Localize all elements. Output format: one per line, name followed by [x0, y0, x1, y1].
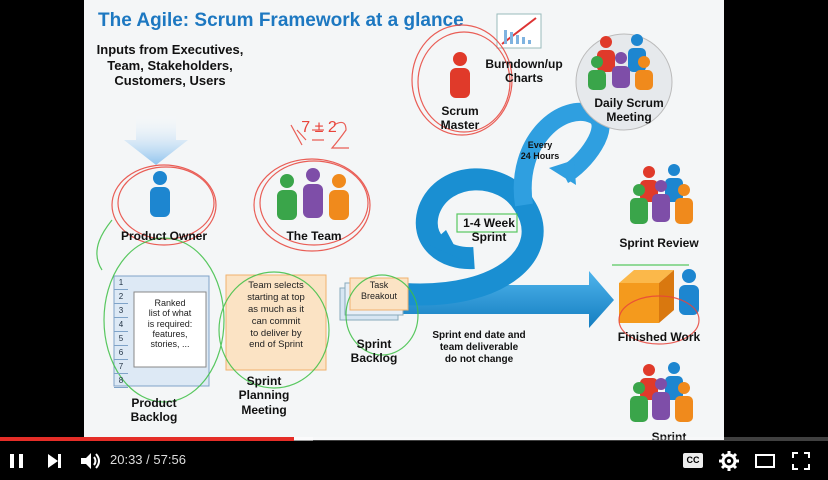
inputs-text: Inputs from Executives, Team, Stakeholder… [96, 42, 244, 89]
inputs-arrow [124, 112, 188, 165]
time-display: 20:33 / 57:56 [110, 452, 186, 467]
duration: 57:56 [153, 452, 186, 467]
played-bar [0, 437, 294, 441]
settings-button[interactable] [715, 447, 743, 475]
burndown-label: Burndown/up Charts [485, 57, 563, 86]
finished-work-label: Finished Work [617, 330, 701, 344]
ranked-list-text: Ranked list of what is required: features, s… [147, 298, 193, 350]
daily-scrum-label: Daily Scrum Meeting [594, 96, 664, 125]
time-separator: / [142, 452, 154, 467]
fullscreen-icon [792, 452, 810, 470]
task-breakout-text: Task Breakout [360, 280, 398, 301]
team-selects-text: Team selects starting at top as much as it… [247, 280, 305, 351]
burndown-chart-icon [496, 13, 542, 49]
sprint-planning-label: Sprint Planning Meeting [238, 374, 290, 417]
the-team-label: The Team [286, 229, 342, 243]
product-owner-label: Product Owner [120, 229, 207, 243]
sprint-review-label: Sprint Review [619, 236, 699, 250]
captions-button[interactable]: CC [683, 453, 703, 468]
team-size-annotation: 7 ± 2 [301, 119, 337, 136]
sprint-retro-label: SprintRetrospective [651, 430, 687, 440]
volume-icon [81, 453, 100, 469]
scrum-master-icon [450, 52, 470, 98]
red-annotations [111, 24, 700, 345]
sprint-planning-box [225, 274, 327, 371]
backlog-numbers: 1 2 3 4 5 6 7 8 [114, 276, 132, 388]
scrum-diagram [96, 13, 700, 422]
scrum-master-label: Scrum Master [440, 104, 480, 133]
finished-work-icon [619, 269, 699, 323]
pause-icon [10, 454, 23, 468]
pause-button[interactable] [3, 447, 31, 475]
theater-icon [755, 454, 775, 468]
every-24-hours-label: Every 24 Hours [520, 140, 560, 161]
video-frame: The Agile: Scrum Framework at a glance I… [84, 0, 724, 440]
volume-button[interactable] [76, 447, 104, 475]
fullscreen-button[interactable] [787, 447, 815, 475]
ranked-list-card [133, 291, 207, 368]
sprint-review-icon [630, 164, 693, 224]
daily-scrum-icon [575, 33, 673, 131]
theater-mode-button[interactable] [751, 447, 779, 475]
green-annotations [96, 213, 689, 403]
sprint-end-label: Sprint end date and team deliverable do no… [432, 330, 526, 365]
gear-icon [719, 451, 739, 471]
product-backlog-label: Product Backlog [130, 396, 178, 425]
sprint-swirl [403, 168, 544, 306]
team-icon [277, 168, 349, 220]
next-icon [48, 454, 61, 468]
sprint-backlog-label: Sprint Backlog [350, 337, 398, 366]
current-time: 20:33 [110, 452, 143, 467]
progress-bar[interactable] [0, 437, 828, 441]
slide-title: The Agile: Scrum Framework at a glance [98, 10, 464, 31]
product-owner-icon [150, 171, 170, 217]
sprint-length-label: 1-4 Week Sprint [463, 216, 515, 245]
sprint-retrospective-icon [630, 362, 693, 422]
controls-bar: 20:33 / 57:56 CC [0, 441, 828, 480]
next-button[interactable] [40, 447, 68, 475]
